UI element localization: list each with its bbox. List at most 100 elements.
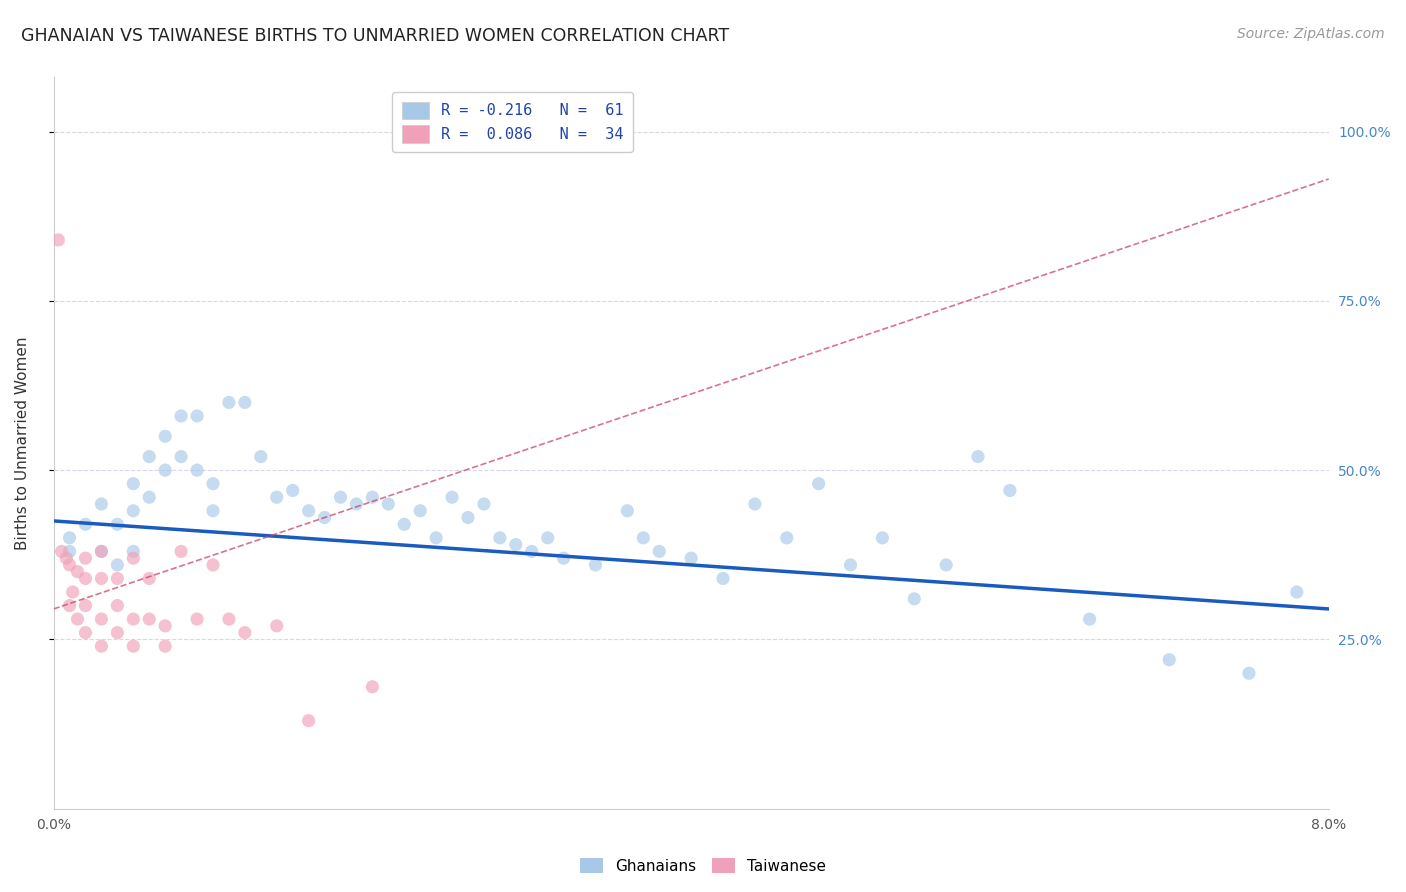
Point	[153, 429, 176, 443]
Point	[1237, 666, 1260, 681]
Point	[90, 544, 112, 558]
Point	[75, 517, 97, 532]
Point	[281, 483, 304, 498]
Point	[75, 599, 97, 613]
Point	[55, 551, 77, 566]
Point	[648, 544, 671, 558]
Text: Source: ZipAtlas.com: Source: ZipAtlas.com	[1237, 27, 1385, 41]
Point	[249, 450, 271, 464]
Point	[201, 476, 224, 491]
Point	[201, 504, 224, 518]
Point	[553, 551, 575, 566]
Point	[105, 599, 128, 613]
Point	[58, 544, 80, 558]
Point	[105, 572, 128, 586]
Point	[75, 551, 97, 566]
Point	[170, 544, 193, 558]
Point	[585, 558, 607, 572]
Point	[998, 483, 1021, 498]
Point	[298, 504, 321, 518]
Point	[90, 572, 112, 586]
Point	[744, 497, 766, 511]
Point	[537, 531, 560, 545]
Point	[711, 572, 734, 586]
Point	[233, 625, 256, 640]
Point	[138, 572, 160, 586]
Point	[122, 504, 145, 518]
Point	[967, 450, 990, 464]
Point	[90, 612, 112, 626]
Point	[218, 395, 240, 409]
Point	[409, 504, 432, 518]
Legend: R = -0.216   N =  61, R =  0.086   N =  34: R = -0.216 N = 61, R = 0.086 N = 34	[392, 93, 633, 153]
Point	[66, 612, 89, 626]
Point	[377, 497, 399, 511]
Point	[122, 544, 145, 558]
Point	[75, 572, 97, 586]
Point	[505, 538, 527, 552]
Point	[1285, 585, 1308, 599]
Point	[394, 517, 416, 532]
Point	[329, 490, 352, 504]
Point	[776, 531, 799, 545]
Point	[935, 558, 957, 572]
Point	[266, 490, 288, 504]
Point	[186, 463, 208, 477]
Point	[58, 599, 80, 613]
Point	[314, 510, 336, 524]
Y-axis label: Births to Unmarried Women: Births to Unmarried Women	[15, 336, 30, 549]
Point	[105, 625, 128, 640]
Point	[153, 639, 176, 653]
Point	[170, 409, 193, 423]
Point	[441, 490, 464, 504]
Point	[1078, 612, 1101, 626]
Point	[170, 450, 193, 464]
Point	[122, 476, 145, 491]
Point	[153, 619, 176, 633]
Point	[138, 490, 160, 504]
Point	[66, 565, 89, 579]
Point	[186, 409, 208, 423]
Point	[58, 531, 80, 545]
Point	[138, 450, 160, 464]
Point	[839, 558, 862, 572]
Point	[1159, 653, 1181, 667]
Point	[122, 551, 145, 566]
Point	[62, 585, 84, 599]
Point	[633, 531, 655, 545]
Point	[122, 612, 145, 626]
Point	[58, 558, 80, 572]
Point	[51, 544, 73, 558]
Point	[233, 395, 256, 409]
Point	[681, 551, 703, 566]
Point	[472, 497, 495, 511]
Point	[153, 463, 176, 477]
Point	[361, 490, 384, 504]
Point	[903, 591, 925, 606]
Point	[75, 625, 97, 640]
Point	[201, 558, 224, 572]
Point	[616, 504, 638, 518]
Text: GHANAIAN VS TAIWANESE BIRTHS TO UNMARRIED WOMEN CORRELATION CHART: GHANAIAN VS TAIWANESE BIRTHS TO UNMARRIE…	[21, 27, 730, 45]
Point	[361, 680, 384, 694]
Legend: Ghanaians, Taiwanese: Ghanaians, Taiwanese	[574, 852, 832, 880]
Point	[457, 510, 479, 524]
Point	[872, 531, 894, 545]
Point	[48, 233, 70, 247]
Point	[807, 476, 830, 491]
Point	[122, 639, 145, 653]
Point	[266, 619, 288, 633]
Point	[346, 497, 368, 511]
Point	[90, 497, 112, 511]
Point	[489, 531, 512, 545]
Point	[90, 544, 112, 558]
Point	[105, 517, 128, 532]
Point	[520, 544, 543, 558]
Point	[105, 558, 128, 572]
Point	[298, 714, 321, 728]
Point	[425, 531, 447, 545]
Point	[186, 612, 208, 626]
Point	[90, 639, 112, 653]
Point	[218, 612, 240, 626]
Point	[138, 612, 160, 626]
